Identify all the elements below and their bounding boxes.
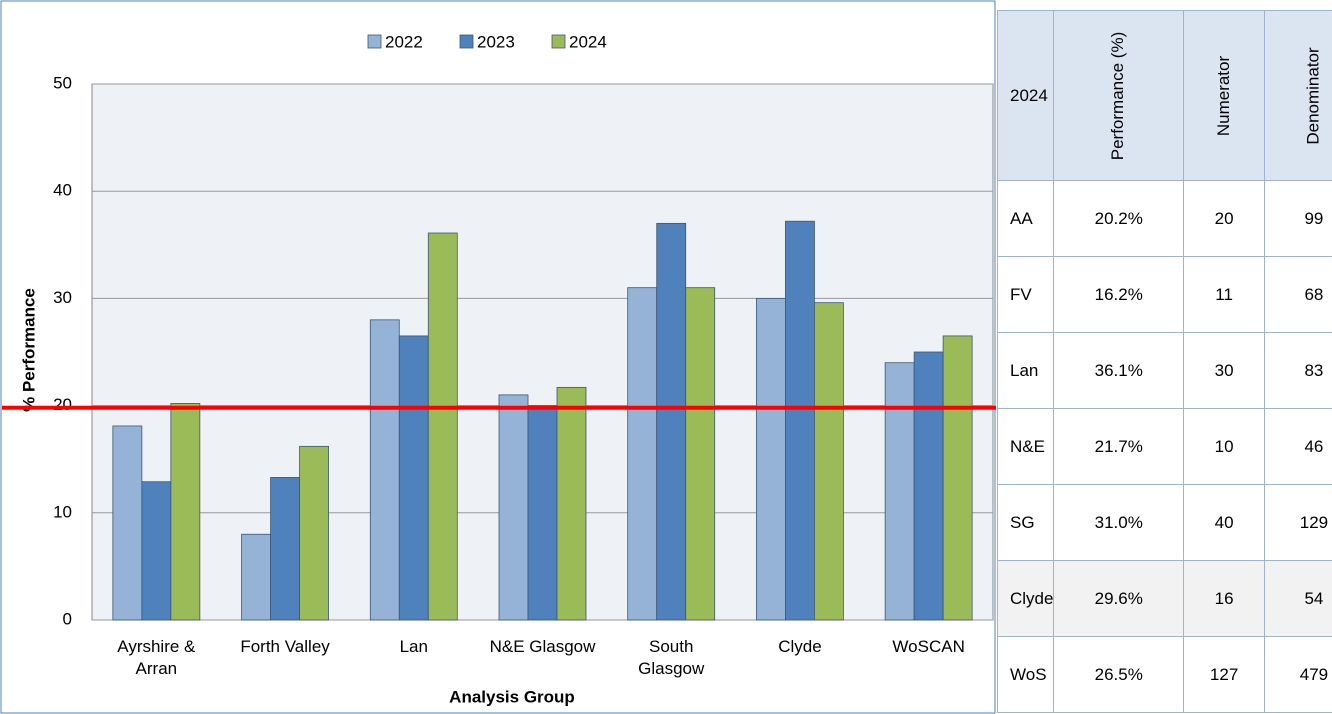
table-cell: 40 [1182,484,1266,561]
table-cell: 20.2% [1053,180,1184,257]
table-cell: 127 [1182,636,1266,713]
bar [685,287,716,621]
bar [884,362,915,621]
bar [627,287,658,621]
y-tick-label: 50 [53,73,72,92]
table-cell: N&E [996,408,1055,485]
legend-swatch [551,34,566,49]
x-tick-label: Forth Valley [240,637,330,656]
table-cell: SG [996,484,1055,561]
table-cell: 54 [1264,560,1332,637]
header-text: Performance (%) [1108,31,1128,160]
table-cell: FV [996,256,1055,333]
header-cell: Denominator [1264,10,1332,181]
legend-label: 2023 [477,32,515,51]
y-axis-title: % Performance [19,288,38,412]
table-cell: 479 [1264,636,1332,713]
table-row: Lan 36.1% 30 83 [996,332,1332,409]
table-cell: 31.0% [1053,484,1184,561]
legend-swatch [459,34,474,49]
y-tick-label: 30 [53,288,72,307]
table-cell: 68 [1264,256,1332,333]
table-cell: 30 [1182,332,1266,409]
table-cell: 99 [1264,180,1332,257]
table-cell: 21.7% [1053,408,1184,485]
bar [942,335,973,621]
header-cell: 2024 [996,10,1055,181]
table-row: Clyde 29.6% 16 54 [996,560,1332,637]
bar [112,425,143,621]
table-row: WoS 26.5% 127 479 [996,636,1332,713]
x-tick-label: Ayrshire & Arran [117,637,196,678]
x-tick-label: Clyde [778,637,822,656]
x-axis-title: Analysis Group [449,687,575,706]
table-cell: Lan [996,332,1055,409]
table-cell: 129 [1264,484,1332,561]
table-cell: 11 [1182,256,1266,333]
y-tick-label: 10 [53,502,72,521]
legend-label: 2022 [385,32,423,51]
table-row: N&E 21.7% 10 46 [996,408,1332,485]
table-row: SG 31.0% 40 129 [996,484,1332,561]
bar [241,533,271,621]
bar [756,297,786,621]
bar [270,477,300,621]
x-tick-label: N&E Glasgow [489,637,596,656]
table-row: FV 16.2% 11 68 [996,256,1332,333]
table-cell: Clyde [996,560,1055,637]
bar [170,403,201,621]
table-cell: 29.6% [1053,560,1184,637]
bar [656,222,687,621]
bar [556,386,587,621]
header-text: Denominator [1303,46,1323,145]
bar [398,335,429,621]
table-cell: 16.2% [1053,256,1184,333]
y-tick-label: 0 [63,609,72,628]
bar [427,232,458,621]
bar [141,481,172,621]
header-cell: Performance (%) [1053,10,1184,181]
y-tick-label: 40 [53,181,72,200]
header-cell: Numerator [1182,10,1266,181]
legend-swatch [367,34,382,49]
bar [498,394,529,621]
data-table: 2024 Performance (%) Numerator Denominator A… [996,10,1332,713]
bar [785,220,815,621]
table-cell: 20 [1182,180,1266,257]
chart: % Performance Analysis Group 0 10 20 30 40 50… [0,0,996,714]
table-cell: 83 [1264,332,1332,409]
x-tick-label: South Glasgow [638,637,705,678]
bar [527,405,558,621]
x-tick-label: Lan [399,637,428,656]
bar [814,302,844,621]
table-cell: AA [996,180,1055,257]
x-tick-label: WoSCAN [892,637,965,656]
bar [369,319,400,621]
table-cell: 10 [1182,408,1266,485]
table-cell: 16 [1182,560,1266,637]
header-text: 2024 [1010,85,1048,105]
legend-label: 2024 [569,32,607,51]
table-cell: 46 [1264,408,1332,485]
table-cell: 26.5% [1053,636,1184,713]
y-tick-label: 20 [53,395,72,414]
table-row: AA 20.2% 20 99 [996,180,1332,257]
table-cell: WoS [996,636,1055,713]
bar [913,351,944,621]
bar [299,445,329,621]
table-cell: 36.1% [1053,332,1184,409]
header-text: Numerator [1214,55,1234,136]
